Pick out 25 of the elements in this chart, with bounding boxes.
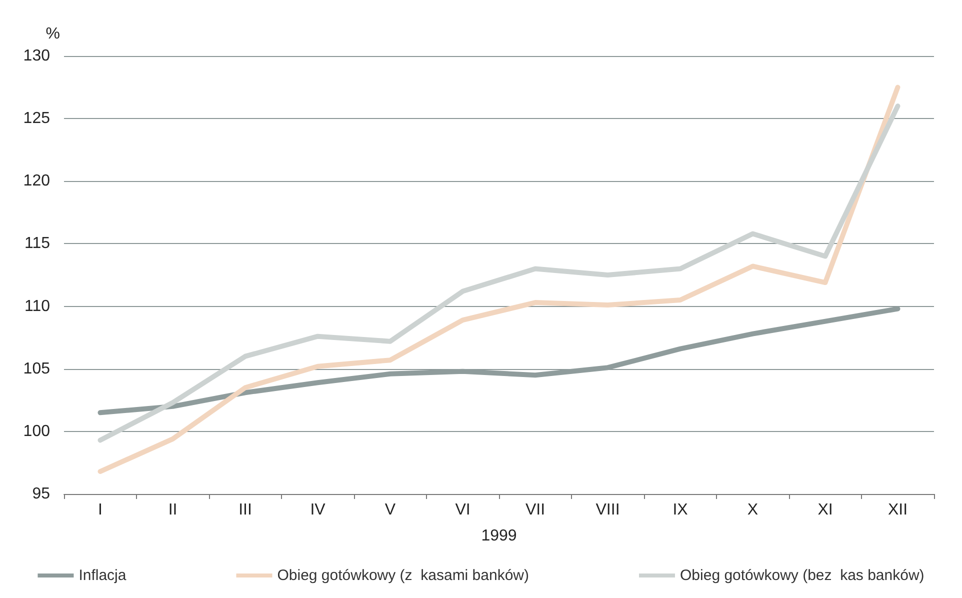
x-tick-label: IV (310, 502, 326, 518)
x-tick-label: XII (888, 502, 908, 518)
legend-label: Obieg gotówkowy (bez kas banków) (680, 567, 924, 584)
x-tick-label: VIII (596, 502, 620, 518)
y-tick-label: 105 (23, 360, 50, 378)
x-tick-label: X (747, 502, 758, 518)
y-tick-label: 120 (23, 172, 50, 190)
x-tick-label: VI (455, 502, 470, 518)
y-tick-label: 115 (24, 235, 50, 252)
x-tick-label: I (98, 502, 102, 518)
x-tick-label: XI (818, 502, 833, 518)
y-tick-label: 130 (23, 48, 50, 64)
y-axis-title: % (46, 26, 60, 42)
x-tick-label: II (168, 502, 178, 518)
y-tick-label: 110 (24, 298, 50, 315)
legend-label: Inflacja (78, 567, 127, 584)
y-tick-label: 100 (23, 422, 50, 440)
x-tick-label: IX (672, 502, 688, 518)
x-tick-label: VII (525, 502, 546, 518)
legend-label: Obieg gotówkowy (z kasami banków) (277, 567, 530, 584)
x-tick-label: III (238, 502, 252, 518)
y-tick-label: 95 (32, 486, 50, 502)
x-tick-label: V (384, 502, 396, 518)
x-axis-title: 1999 (481, 528, 517, 544)
y-tick-label: 125 (23, 110, 50, 128)
